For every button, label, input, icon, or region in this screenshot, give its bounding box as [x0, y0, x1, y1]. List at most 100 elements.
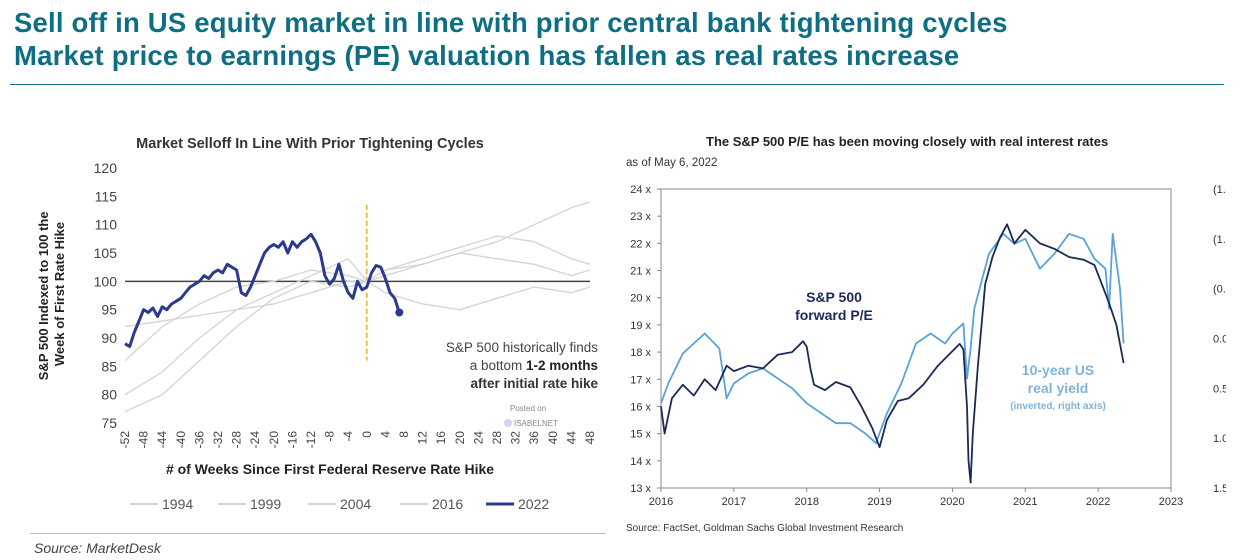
- left-y-tick-75: 75: [101, 415, 117, 431]
- left-x-tick-16: 16: [434, 431, 448, 445]
- right-source: Source: FactSet, Goldman Sachs Global In…: [626, 523, 903, 534]
- annotation: S&P 500 historically finds a bottom 1-2 …: [446, 340, 599, 391]
- legend-label-2004: 2004: [340, 496, 371, 512]
- left-x-tick-12: 12: [416, 431, 430, 445]
- left-x-tick-8: 8: [397, 431, 411, 438]
- right-y-right-tick: 1.5%: [1213, 483, 1226, 495]
- annotation-line-1: S&P 500 historically finds: [446, 340, 598, 355]
- yield-label-line-3: (inverted, right axis): [1010, 401, 1106, 412]
- left-x-tick--20: -20: [267, 431, 281, 449]
- left-x-tick--12: -12: [304, 431, 318, 449]
- right-y-left-tick: 20 x: [630, 293, 651, 305]
- left-x-tick--36: -36: [192, 431, 206, 449]
- watermark-line-1: Posted on: [510, 404, 546, 413]
- left-y-tick-95: 95: [101, 302, 117, 318]
- right-x-tick-2019: 2019: [867, 496, 891, 508]
- left-y-tick-90: 90: [101, 330, 117, 346]
- right-y-right-tick: 0.0%: [1213, 334, 1226, 346]
- left-x-tick--24: -24: [248, 431, 262, 449]
- headline-line-1: Sell off in US equity market in line wit…: [14, 7, 1008, 38]
- left-x-tick-48: 48: [583, 431, 597, 445]
- right-chart-subtitle: as of May 6, 2022: [626, 157, 717, 169]
- left-x-tick--16: -16: [285, 431, 299, 449]
- left-y-tick-85: 85: [101, 358, 117, 374]
- right-y-left-tick: 21 x: [630, 266, 651, 278]
- source-left: Source: MarketDesk: [34, 540, 161, 556]
- left-y-axis-title-line-1: S&P 500 Indexed to 100 the: [36, 211, 51, 380]
- legend-label-1994: 1994: [162, 496, 193, 512]
- right-y-left-tick: 16 x: [630, 401, 651, 413]
- left-x-tick--40: -40: [174, 431, 188, 449]
- series-2022-endpoint: [395, 308, 404, 317]
- left-y-tick-110: 110: [95, 217, 118, 233]
- left-series-group: [124, 201, 591, 413]
- right-y-right-tick: (1.0)%: [1213, 234, 1226, 246]
- right-y-left-tick: 23 x: [630, 211, 651, 223]
- series-line-2022: [124, 232, 401, 348]
- yield-label-line-2: real yield: [1028, 380, 1089, 396]
- yield-label-line-1: 10-year US: [1022, 362, 1094, 378]
- header-divider: [10, 84, 1224, 85]
- left-x-tick-4: 4: [378, 431, 392, 438]
- pe-label-line-2: forward P/E: [795, 307, 873, 323]
- right-x-tick-2016: 2016: [649, 496, 673, 508]
- right-x-tick-2018: 2018: [794, 496, 818, 508]
- yield-label: 10-year US real yield (inverted, right a…: [1010, 362, 1106, 412]
- left-x-tick--44: -44: [155, 431, 169, 449]
- headline-line-2: Market price to earnings (PE) valuation …: [14, 40, 960, 71]
- left-y-axis-title: S&P 500 Indexed to 100 the Week of First…: [36, 208, 67, 380]
- legend-label-2022: 2022: [518, 496, 549, 512]
- right-chart: The S&P 500 P/E has been moving closely …: [626, 134, 1226, 534]
- left-chart-title: Market Selloff In Line With Prior Tighte…: [136, 136, 484, 152]
- left-x-tick--52: -52: [118, 431, 132, 449]
- source-divider: [30, 533, 606, 534]
- watermark-logo-icon: [504, 419, 512, 427]
- left-x-tick-0: 0: [360, 431, 374, 438]
- left-x-tick-20: 20: [453, 431, 467, 445]
- left-x-axis: -52 -48 -44 -40 -36 -32 -28 -24 -20 -16 -12 -8 -4 0 4 8…: [118, 431, 597, 449]
- right-y-left-tick: 14 x: [630, 456, 651, 468]
- annotation-line-3: after initial rate hike: [470, 376, 598, 391]
- left-x-axis-title: # of Weeks Since First Federal Reserve R…: [166, 461, 494, 477]
- left-y-tick-105: 105: [94, 245, 118, 261]
- left-y-axis: 75 80 85 90 95 100 105 110 115 120: [94, 160, 118, 431]
- left-x-tick-32: 32: [509, 431, 523, 445]
- left-x-tick--32: -32: [211, 431, 225, 449]
- left-x-tick--48: -48: [137, 431, 151, 449]
- right-y-left-tick: 24 x: [630, 184, 651, 196]
- left-y-tick-115: 115: [95, 188, 118, 204]
- right-y-left-tick: 22 x: [630, 238, 651, 250]
- left-legend: 1994 1999 2004 2016 2022: [130, 496, 549, 512]
- left-x-tick-36: 36: [527, 431, 541, 445]
- left-y-tick-120: 120: [94, 160, 118, 176]
- left-chart: Market Selloff In Line With Prior Tighte…: [36, 136, 599, 512]
- legend-label-2016: 2016: [432, 496, 463, 512]
- right-y-left-tick: 18 x: [630, 347, 651, 359]
- series-line-forward-pe: [660, 223, 1125, 484]
- right-y-right-tick: (0.5)%: [1213, 284, 1226, 296]
- left-x-tick-44: 44: [564, 431, 578, 445]
- pe-label-line-1: S&P 500: [806, 289, 862, 305]
- right-axes: 13 x 14 x 15 x 16 x 17 x 18 x 19 x 20 x 21 x 22 x…: [630, 184, 1226, 508]
- right-series-group: [660, 223, 1125, 484]
- left-y-axis-title-line-2: Week of First Rate Hike: [52, 222, 67, 366]
- right-y-left-tick: 13 x: [630, 483, 651, 495]
- left-x-tick-28: 28: [490, 431, 504, 445]
- right-x-tick-2020: 2020: [940, 496, 964, 508]
- right-x-tick-2017: 2017: [722, 496, 746, 508]
- right-x-tick-2022: 2022: [1086, 496, 1110, 508]
- right-y-left-tick: 19 x: [630, 320, 651, 332]
- right-y-left-tick: 17 x: [630, 374, 651, 386]
- pe-label: S&P 500 forward P/E: [795, 289, 873, 323]
- right-y-right-tick: 0.5%: [1213, 383, 1226, 395]
- watermark-line-2: ISABELNET: [514, 419, 558, 428]
- legend-label-1999: 1999: [250, 496, 281, 512]
- right-y-left-tick: 15 x: [630, 429, 651, 441]
- watermark: Posted on ISABELNET: [504, 404, 558, 428]
- annotation-line-2: a bottom 1-2 months: [470, 358, 598, 373]
- header: Sell off in US equity market in line wit…: [14, 6, 1224, 72]
- left-y-tick-100: 100: [94, 273, 118, 289]
- right-x-tick-2023: 2023: [1159, 496, 1183, 508]
- left-x-tick--28: -28: [230, 431, 244, 449]
- right-y-right-tick: (1.5)%: [1213, 184, 1226, 196]
